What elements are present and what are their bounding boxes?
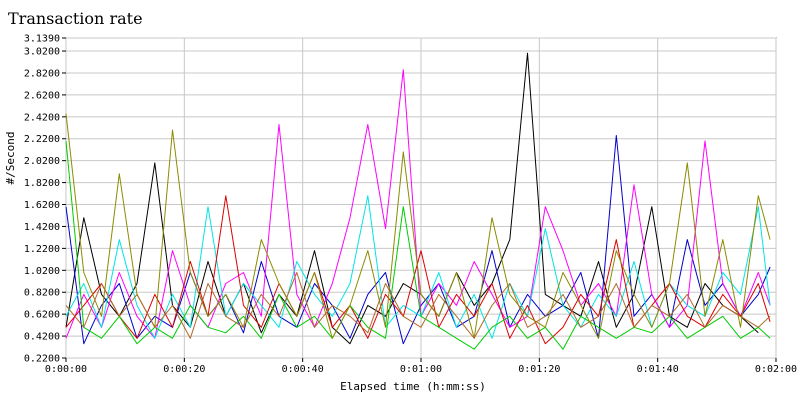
series-line-5: [65, 195, 771, 345]
y-tick-label: 2.8200: [24, 68, 60, 79]
y-tick-label: 0.6200: [24, 310, 60, 321]
x-tick-label: 0:02:00: [755, 364, 797, 375]
y-axis-ticks: 0.2200 0.4200 0.6200 0.8200 1.0200 1.2200 1.42…: [24, 34, 66, 365]
y-tick-label: 1.4200: [24, 222, 60, 233]
x-tick-label: 0:01:00: [400, 364, 442, 375]
y-tick-label: 3.0200: [24, 47, 60, 58]
x-tick-label: 0:01:20: [518, 364, 560, 375]
chart-title: Transaction rate: [8, 9, 143, 28]
x-tick-label: 0:01:40: [637, 364, 679, 375]
y-tick-label: 0.8200: [24, 288, 60, 299]
series-layer: [65, 52, 771, 350]
y-tick-label: 2.4200: [24, 112, 60, 123]
y-tick-label: 3.1390: [24, 34, 60, 45]
series-line-1: [65, 52, 759, 345]
y-axis-label: #/Second: [4, 132, 17, 185]
y-tick-label: 1.6200: [24, 200, 60, 211]
x-tick-label: 0:00:00: [45, 364, 87, 375]
series-line-6: [65, 140, 771, 350]
y-tick-label: 2.6200: [24, 90, 60, 101]
series-line-7: [65, 113, 771, 339]
y-tick-label: 2.0200: [24, 156, 60, 167]
y-tick-label: 0.2200: [24, 354, 60, 365]
y-tick-label: 1.0200: [24, 266, 60, 277]
x-tick-label: 0:00:20: [163, 364, 205, 375]
y-tick-label: 1.8200: [24, 178, 60, 189]
y-tick-label: 0.4200: [24, 332, 60, 343]
x-axis-ticks: 0:00:00 0:00:20 0:00:40 0:01:00 0:01:20 0:01:…: [45, 358, 797, 375]
series-line-8: [65, 272, 771, 339]
y-tick-label: 2.2200: [24, 134, 60, 145]
x-tick-label: 0:00:40: [282, 364, 324, 375]
x-axis-label: Elapsed time (h:mm:ss): [340, 380, 486, 393]
y-tick-label: 1.2200: [24, 244, 60, 255]
